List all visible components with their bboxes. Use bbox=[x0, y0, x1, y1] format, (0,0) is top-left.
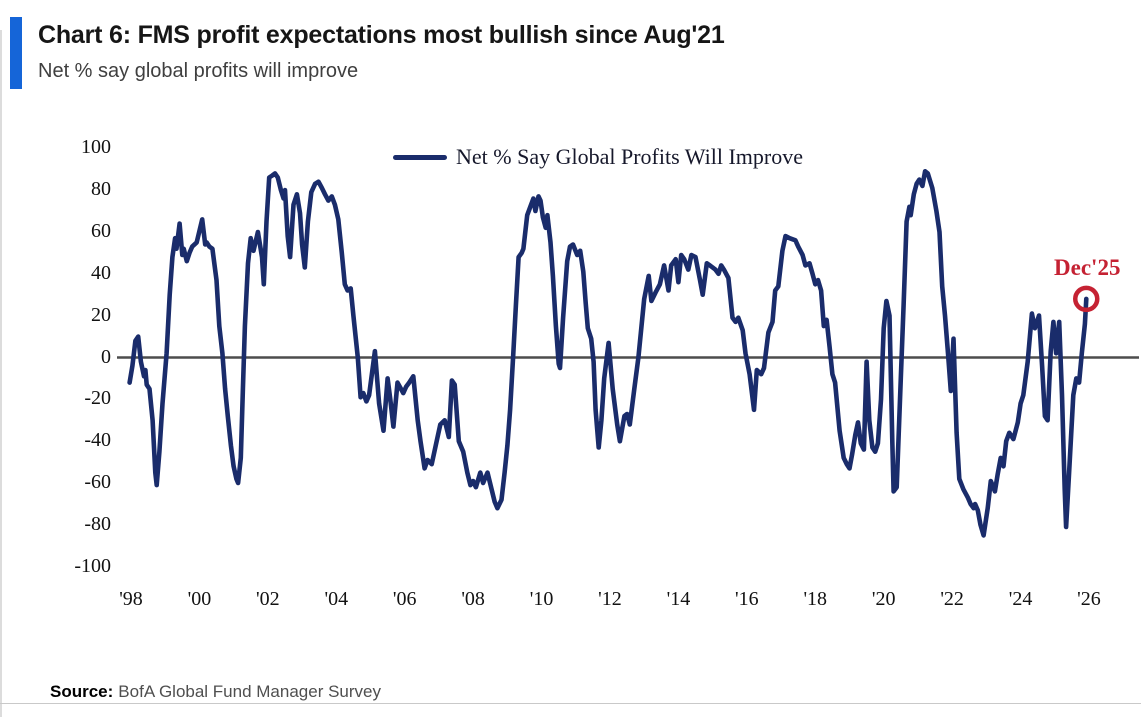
x-tick-label: '18 bbox=[803, 588, 828, 610]
chart-subtitle: Net % say global profits will improve bbox=[38, 60, 359, 82]
x-tick-label: '06 bbox=[392, 588, 417, 610]
accent-bar bbox=[10, 17, 22, 89]
x-tick-label: '14 bbox=[666, 588, 691, 610]
x-tick-label: '24 bbox=[1008, 588, 1033, 610]
x-tick-label: '98 bbox=[119, 588, 143, 610]
page-edge-line bbox=[0, 30, 2, 717]
x-tick-label: '08 bbox=[461, 588, 485, 610]
source-label: Source: bbox=[50, 682, 114, 701]
y-tick-label: 20 bbox=[91, 303, 111, 326]
profit-expectations-line bbox=[127, 169, 1089, 538]
dec25-annotation: Dec'25 bbox=[1054, 255, 1120, 280]
x-tick-label: '02 bbox=[256, 588, 280, 610]
x-tick-label: '16 bbox=[735, 588, 759, 610]
x-tick-label: '22 bbox=[940, 588, 964, 610]
x-tick-label: '12 bbox=[598, 588, 622, 610]
legend-line-swatch bbox=[393, 154, 447, 160]
chart-title: Chart 6: FMS profit expectations most bu… bbox=[38, 21, 725, 49]
x-tick-label: '00 bbox=[187, 588, 212, 610]
x-tick-label: '26 bbox=[1077, 588, 1101, 610]
x-tick-label: '04 bbox=[324, 588, 349, 610]
source-text: BofA Global Fund Manager Survey bbox=[118, 682, 381, 701]
y-tick-label: 100 bbox=[81, 136, 111, 159]
dec25-highlight-circle bbox=[1073, 285, 1100, 313]
y-tick-label: -80 bbox=[84, 512, 111, 535]
source-note: Source: BofA Global Fund Manager Survey bbox=[50, 682, 381, 702]
x-tick-label: '10 bbox=[529, 588, 554, 610]
y-tick-label: -20 bbox=[84, 387, 111, 410]
legend-label: Net % Say Global Profits Will Improve bbox=[456, 144, 803, 169]
y-tick-label: 80 bbox=[91, 178, 111, 201]
y-tick-label: -60 bbox=[84, 471, 111, 494]
y-tick-label: -100 bbox=[74, 554, 111, 577]
y-tick-label: -40 bbox=[84, 429, 111, 452]
legend: Net % Say Global Profits Will Improve bbox=[393, 143, 803, 171]
y-tick-label: 0 bbox=[101, 345, 111, 368]
x-tick-label: '20 bbox=[871, 588, 896, 610]
y-tick-label: 60 bbox=[91, 219, 111, 242]
bottom-divider bbox=[0, 703, 1141, 704]
y-tick-label: 40 bbox=[91, 261, 111, 284]
